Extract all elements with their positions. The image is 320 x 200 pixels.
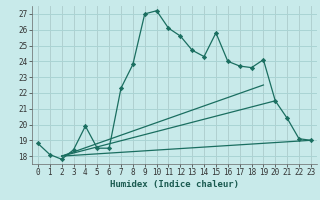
X-axis label: Humidex (Indice chaleur): Humidex (Indice chaleur)	[110, 180, 239, 189]
